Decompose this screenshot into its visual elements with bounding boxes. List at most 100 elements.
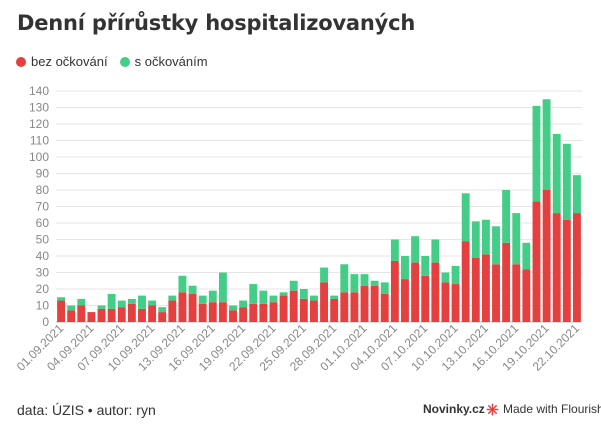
- bar-unvaccinated: [218, 302, 227, 322]
- bar-vaccinated: [522, 242, 531, 270]
- bar-vaccinated: [421, 256, 430, 276]
- bar-unvaccinated: [289, 290, 298, 322]
- bar-unvaccinated: [158, 312, 167, 322]
- bar-vaccinated: [198, 295, 207, 304]
- bar-unvaccinated: [441, 282, 450, 322]
- brand-logo[interactable]: Novinky.cz: [423, 402, 485, 416]
- bar-vaccinated: [259, 290, 268, 304]
- bar-vaccinated: [401, 256, 409, 280]
- y-tick-label: 110: [30, 134, 49, 148]
- bar-vaccinated: [229, 305, 237, 311]
- bar-unvaccinated: [188, 293, 197, 322]
- bar-vaccinated: [360, 274, 369, 286]
- flourish-credit[interactable]: Made with Flourish: [486, 402, 601, 416]
- bar-unvaccinated: [552, 213, 561, 322]
- bar-unvaccinated: [401, 279, 409, 322]
- bar-vaccinated: [512, 213, 521, 265]
- bar-unvaccinated: [522, 269, 531, 322]
- legend-item-vaccinated[interactable]: s očkováním: [119, 54, 208, 69]
- bar-unvaccinated: [461, 241, 470, 322]
- bar-unvaccinated: [138, 308, 146, 322]
- legend-item-unvaccinated[interactable]: bez očkování: [16, 54, 108, 69]
- bar-unvaccinated: [390, 260, 399, 322]
- bar-unvaccinated: [562, 219, 571, 322]
- bar-chart: 010203040506070809010011012013014001.09.…: [14, 84, 582, 374]
- bar-unvaccinated: [350, 292, 359, 322]
- legend-swatch-unvaccinated: [16, 56, 26, 67]
- bar-vaccinated: [502, 190, 511, 243]
- bar-unvaccinated: [279, 295, 288, 322]
- bar-unvaccinated: [360, 285, 369, 322]
- bar-vaccinated: [269, 295, 278, 303]
- legend-swatch-vaccinated: [119, 56, 130, 67]
- bar-unvaccinated: [421, 275, 430, 322]
- bar-unvaccinated: [532, 201, 541, 322]
- bar-vaccinated: [309, 295, 318, 301]
- bar-vaccinated: [441, 272, 450, 283]
- bar-unvaccinated: [87, 312, 96, 322]
- source-credit: data: ÚZIS • autor: ryn: [17, 402, 156, 418]
- bar-vaccinated: [340, 264, 349, 293]
- bar-vaccinated: [461, 193, 470, 242]
- bar-unvaccinated: [451, 284, 460, 322]
- bar-vaccinated: [330, 295, 339, 299]
- bar-unvaccinated: [481, 254, 490, 322]
- y-tick-label: 130: [29, 101, 49, 115]
- flourish-label: Made with Flourish: [503, 402, 601, 416]
- y-tick-label: 50: [36, 233, 50, 247]
- bar-unvaccinated: [411, 262, 420, 322]
- bar-unvaccinated: [299, 298, 308, 322]
- bar-unvaccinated: [127, 303, 136, 322]
- y-tick-label: 60: [36, 216, 50, 230]
- bar-unvaccinated: [168, 300, 177, 322]
- bar-vaccinated: [208, 290, 217, 303]
- bar-vaccinated: [188, 285, 197, 294]
- y-tick-label: 40: [36, 249, 50, 263]
- bar-vaccinated: [350, 274, 359, 293]
- bar-unvaccinated: [542, 190, 551, 322]
- bar-unvaccinated: [370, 285, 379, 322]
- bar-vaccinated: [97, 305, 106, 309]
- y-tick-label: 100: [29, 150, 49, 164]
- bar-vaccinated: [127, 298, 136, 304]
- bar-unvaccinated: [512, 264, 521, 322]
- flourish-icon: [486, 402, 499, 416]
- bar-vaccinated: [289, 280, 298, 291]
- bar-vaccinated: [390, 239, 399, 261]
- bar-unvaccinated: [249, 303, 258, 322]
- bar-unvaccinated: [330, 298, 339, 322]
- bar-unvaccinated: [259, 303, 268, 322]
- y-tick-label: 90: [36, 167, 50, 181]
- bar-vaccinated: [532, 105, 541, 202]
- bar-vaccinated: [107, 293, 116, 309]
- bar-vaccinated: [370, 280, 379, 286]
- legend-label-vaccinated: s očkováním: [134, 54, 208, 69]
- bar-unvaccinated: [471, 257, 480, 322]
- bar-vaccinated: [431, 239, 440, 263]
- bar-vaccinated: [57, 297, 66, 301]
- bar-vaccinated: [320, 267, 329, 283]
- y-tick-label: 80: [36, 183, 50, 197]
- bar-unvaccinated: [57, 300, 66, 322]
- bar-vaccinated: [492, 226, 500, 265]
- bar-unvaccinated: [107, 308, 116, 322]
- bar-unvaccinated: [77, 305, 86, 322]
- legend-label-unvaccinated: bez očkování: [31, 54, 108, 69]
- bar-vaccinated: [239, 300, 248, 308]
- bar-vaccinated: [542, 99, 551, 190]
- bar-unvaccinated: [97, 308, 106, 322]
- bar-vaccinated: [138, 295, 146, 309]
- bar-vaccinated: [158, 307, 167, 313]
- chart-title: Denní přírůstky hospitalizovaných: [17, 11, 416, 35]
- bar-vaccinated: [481, 219, 490, 255]
- bar-vaccinated: [471, 221, 480, 258]
- y-tick-label: 70: [36, 200, 50, 214]
- bar-vaccinated: [380, 282, 389, 294]
- bar-unvaccinated: [572, 213, 581, 322]
- bar-unvaccinated: [148, 305, 157, 322]
- y-tick-label: 10: [36, 299, 50, 313]
- bar-unvaccinated: [229, 310, 237, 322]
- bar-vaccinated: [279, 292, 288, 296]
- bar-vaccinated: [148, 300, 157, 306]
- bar-vaccinated: [451, 265, 460, 285]
